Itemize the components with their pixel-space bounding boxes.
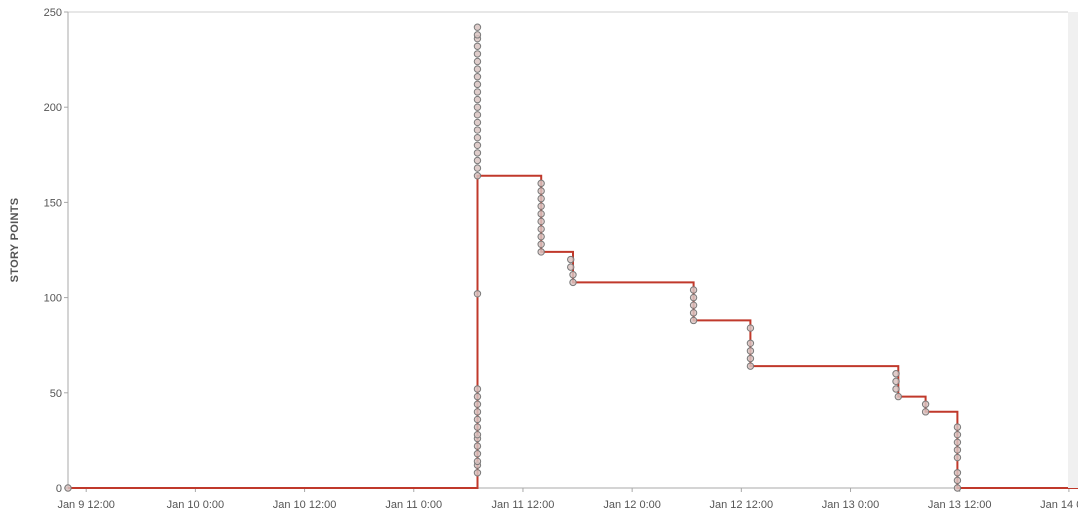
data-point — [473, 73, 482, 81]
data-point — [746, 339, 755, 347]
data-point — [473, 80, 482, 89]
data-point — [689, 286, 698, 294]
data-point — [473, 31, 482, 39]
data-point — [473, 133, 482, 142]
remaining-work-line — [68, 174, 1078, 489]
data-point — [473, 290, 482, 298]
data-point — [473, 23, 482, 31]
x-tick-label: Jan 10 12:00 — [273, 499, 337, 511]
data-point — [473, 385, 482, 393]
data-point — [473, 442, 482, 450]
data-point — [473, 111, 482, 119]
data-point — [746, 347, 755, 355]
data-point — [473, 88, 482, 96]
data-point — [921, 408, 930, 416]
y-tick-label: 50 — [50, 388, 62, 400]
x-tick-label: Jan 13 0:00 — [822, 499, 880, 511]
data-point — [689, 309, 698, 317]
data-point — [473, 141, 482, 149]
data-point — [537, 194, 545, 203]
data-point — [473, 95, 482, 104]
data-point — [537, 225, 545, 233]
data-point — [953, 484, 962, 492]
data-point — [473, 423, 482, 431]
data-point — [473, 415, 482, 424]
data-point — [473, 149, 482, 157]
data-point — [537, 210, 545, 218]
data-point — [473, 50, 482, 58]
data-point — [567, 263, 575, 271]
scroll-track[interactable] — [1068, 12, 1078, 488]
y-tick-label: 150 — [44, 197, 62, 209]
data-point — [537, 217, 545, 226]
x-tick-label: Jan 14 0:00 — [1040, 499, 1078, 511]
data-point — [473, 118, 482, 127]
data-point — [473, 400, 482, 408]
data-point — [537, 232, 545, 241]
plot-frame — [67, 11, 1078, 489]
data-point — [64, 484, 72, 492]
data-point — [473, 469, 482, 477]
data-point — [953, 446, 962, 454]
x-tick-label: Jan 10 0:00 — [167, 499, 225, 511]
data-point — [473, 103, 482, 111]
x-tick-label: Jan 11 12:00 — [492, 499, 555, 511]
x-tick-label: Jan 12 12:00 — [710, 499, 774, 511]
data-point — [473, 172, 482, 180]
data-point — [689, 293, 698, 302]
marker-layer — [64, 23, 962, 492]
data-point — [537, 248, 545, 256]
data-point — [537, 179, 545, 188]
data-point — [473, 164, 482, 172]
data-point — [473, 42, 482, 50]
data-point — [567, 255, 575, 264]
data-point — [953, 438, 962, 447]
data-point — [892, 377, 900, 386]
data-point — [473, 408, 482, 416]
series-layer — [68, 174, 1078, 489]
data-point — [746, 354, 755, 363]
x-axis: Jan 9 12:00 Jan 10 0:00 Jan 10 12:00 Jan 11… — [57, 488, 1078, 511]
data-point — [537, 202, 545, 210]
data-point — [537, 240, 545, 248]
y-tick-label: 0 — [56, 483, 62, 495]
data-point — [473, 450, 482, 458]
data-point — [953, 476, 962, 485]
data-point — [689, 316, 698, 325]
y-axis-title: STORY POINTS — [9, 198, 21, 283]
data-point — [921, 400, 930, 408]
data-point — [892, 370, 900, 378]
data-point — [746, 324, 755, 332]
data-point — [537, 187, 545, 195]
data-point — [473, 430, 482, 439]
y-axis: 0 50 100 150 200 250 — [44, 7, 68, 495]
y-tick-label: 200 — [44, 102, 62, 114]
data-point — [953, 423, 962, 431]
x-tick-label: Jan 12 0:00 — [603, 499, 661, 511]
data-point — [473, 457, 482, 466]
y-tick-label: 250 — [44, 7, 62, 19]
data-point — [892, 385, 900, 393]
data-point — [953, 430, 962, 439]
x-tick-label: Jan 9 12:00 — [57, 499, 115, 511]
data-point — [894, 392, 902, 401]
data-point — [569, 278, 577, 287]
data-point — [689, 301, 698, 309]
data-point — [473, 57, 482, 66]
data-point — [569, 271, 577, 279]
data-point — [473, 126, 482, 134]
data-point — [953, 453, 962, 462]
data-point — [473, 392, 482, 401]
data-point — [746, 362, 755, 370]
x-tick-label: Jan 11 0:00 — [385, 499, 442, 511]
data-point — [473, 156, 482, 165]
data-point — [953, 469, 962, 477]
x-tick-label: Jan 13 12:00 — [928, 499, 992, 511]
y-tick-label: 100 — [44, 293, 62, 305]
data-point — [473, 65, 482, 73]
